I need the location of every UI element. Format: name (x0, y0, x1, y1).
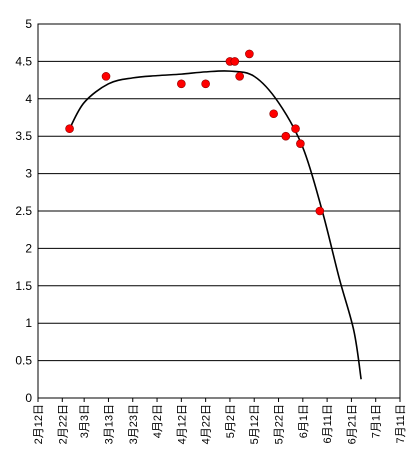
x-tick-label: 7月1日 (371, 404, 383, 438)
x-tick-label: 2月12日 (33, 404, 45, 444)
data-point (201, 79, 210, 89)
gridlines (38, 60, 400, 362)
data-point (315, 206, 325, 216)
x-tick-label: 2月22日 (57, 404, 69, 444)
y-tick-label: 0 (25, 391, 32, 405)
x-tick-label: 6月11日 (322, 404, 334, 444)
x-tick-label: 6月21日 (346, 404, 358, 444)
y-tick-label: 0.5 (15, 354, 32, 368)
x-tick-label: 6月1日 (298, 404, 310, 438)
x-tick-label: 4月12日 (176, 404, 188, 444)
x-tick-label: 5月2日 (225, 404, 237, 438)
x-tick-label: 7月11日 (395, 404, 407, 444)
y-tick-label: 5 (25, 17, 32, 31)
y-axis-tick-labels: 0 0.5 1 1.5 2 2.5 3 3.5 4 4.5 5 (15, 17, 32, 405)
data-point (281, 131, 291, 141)
plot-frame (37, 23, 401, 399)
y-tick-label: 1.5 (15, 279, 32, 293)
y-tick-label: 4.5 (15, 54, 32, 68)
data-point (101, 72, 111, 81)
x-axis-tick-labels: 2月12日 2月22日 3月3日 3月13日 3月23日 4月2日 4月12日 4月22日 5月… (33, 398, 407, 444)
data-points-layer (65, 49, 325, 216)
x-tick-label: 3月23日 (128, 404, 140, 444)
x-tick-label: 3月13日 (103, 404, 115, 444)
x-tick-label: 4月2日 (152, 404, 164, 438)
data-point (230, 57, 240, 66)
x-tick-label: 4月22日 (201, 404, 213, 444)
y-tick-label: 3 (25, 167, 32, 181)
y-tick-label: 2 (25, 241, 32, 255)
y-tick-label: 1 (25, 316, 32, 330)
x-tick-label: 5月22日 (274, 404, 286, 444)
data-point (296, 139, 305, 148)
x-tick-label: 5月12日 (249, 404, 261, 444)
data-point (235, 72, 244, 81)
data-point (291, 124, 300, 134)
trend-curve (68, 70, 362, 380)
data-point (269, 109, 278, 119)
x-tick-label: 3月3日 (79, 404, 91, 438)
data-point (65, 124, 74, 134)
trend-curve-layer (68, 70, 362, 380)
data-point (245, 49, 254, 59)
data-point (177, 79, 186, 89)
y-tick-label: 4 (25, 92, 32, 106)
y-tick-label: 3.5 (15, 129, 32, 143)
y-tick-label: 2.5 (15, 204, 32, 218)
